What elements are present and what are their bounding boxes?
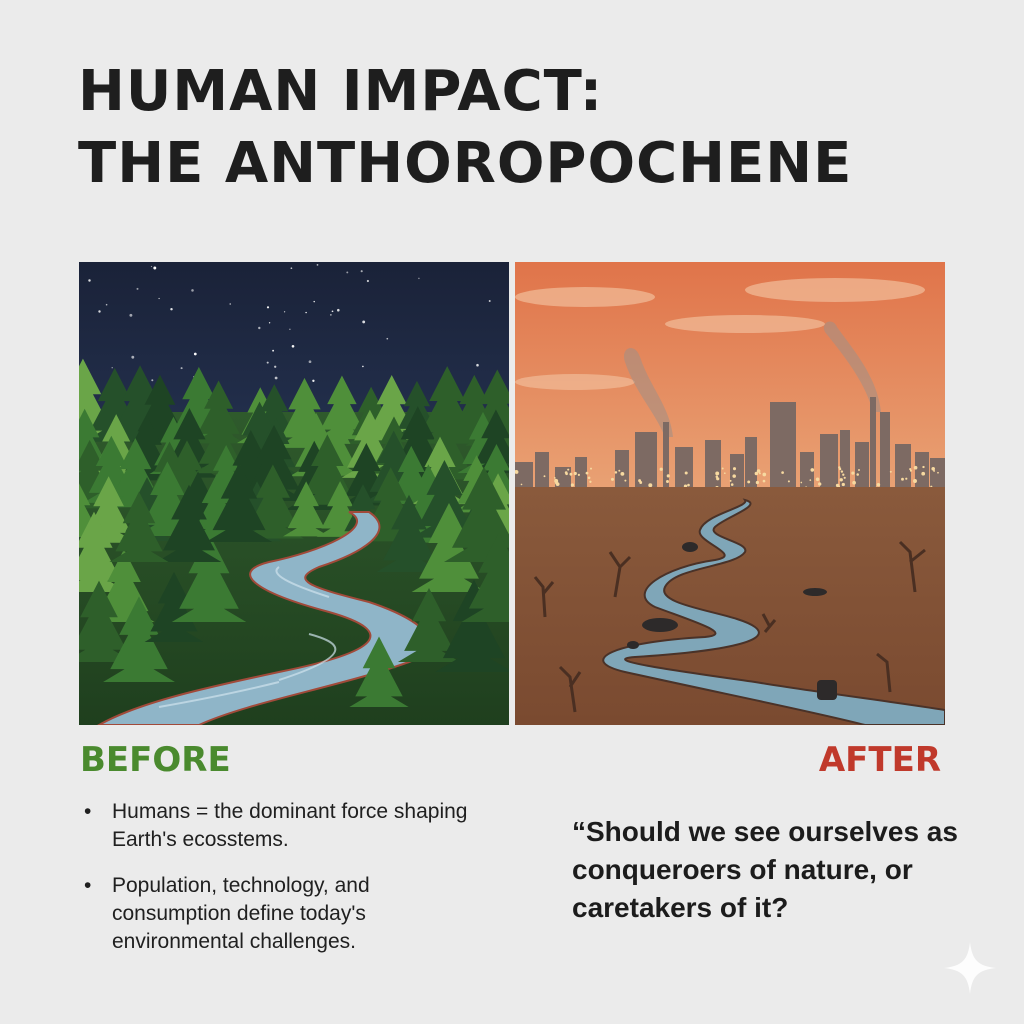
forest-illustration (79, 262, 509, 725)
city-skyline (515, 397, 945, 492)
reflection-quote: “Should we see ourselves as conqueroers … (572, 816, 958, 923)
sparkle-icon (944, 942, 996, 994)
after-image (515, 262, 945, 725)
smoke-plumes (623, 321, 881, 437)
stars (88, 264, 491, 382)
list-item: • Population, technology, and consumptio… (82, 872, 482, 956)
after-label: AFTER (818, 740, 941, 780)
dead-trees (533, 540, 926, 713)
wasteland-illustration (515, 262, 945, 725)
page-title: HUMAN IMPACT: THE ANTHOROPOCHENE (78, 56, 978, 200)
bullet-text: Humans = the dominant force shaping Eart… (112, 800, 468, 851)
river (96, 511, 431, 725)
forest-trees-front (79, 463, 509, 707)
clouds (515, 278, 925, 390)
bullet-text: Population, technology, and consumption … (112, 874, 370, 953)
title-line-1: HUMAN IMPACT: (78, 59, 604, 124)
bullet-point-icon: • (84, 874, 92, 897)
bullet-point-icon: • (84, 800, 92, 823)
bullet-list: • Humans = the dominant force shaping Ea… (82, 798, 482, 974)
polluted-river (602, 498, 945, 725)
before-label: BEFORE (80, 740, 231, 780)
river-highlights (158, 566, 337, 708)
before-image (79, 262, 509, 725)
debris (627, 542, 837, 700)
list-item: • Humans = the dominant force shaping Ea… (82, 798, 482, 854)
title-line-2: THE ANTHOROPOCHENE (78, 131, 853, 196)
